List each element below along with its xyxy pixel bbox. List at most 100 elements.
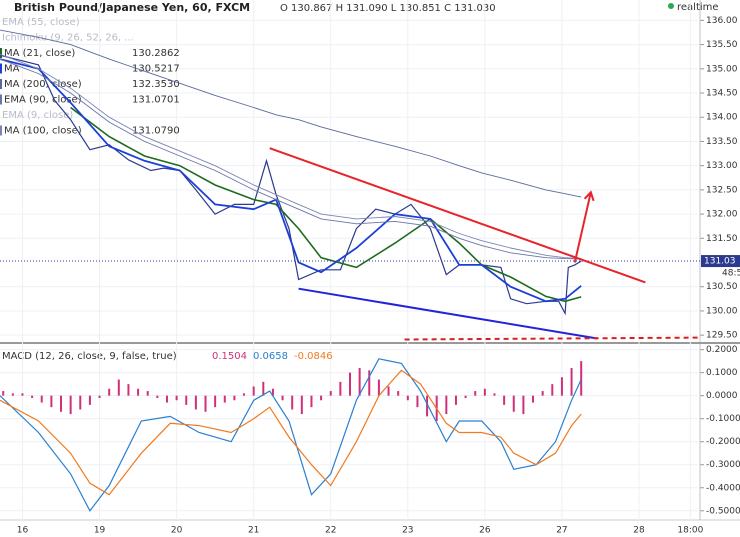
arrow-head: [583, 190, 595, 202]
countdown: 48:5: [722, 269, 740, 279]
arrow-shaft: [573, 192, 592, 263]
histogram-bar: [60, 395, 63, 412]
histogram-bar: [146, 391, 149, 396]
histogram-bar: [426, 395, 429, 417]
histogram-bar: [329, 391, 332, 396]
histogram-bar: [137, 388, 140, 396]
histogram-bar: [175, 395, 178, 401]
legend-name: EMA (90, close): [4, 95, 82, 106]
histogram-bar: [233, 395, 236, 401]
x-tick-label: 20: [171, 526, 183, 536]
y-tick-label: 132.00: [706, 210, 738, 220]
legend-hidden: EMA (55, close): [2, 17, 80, 28]
histogram-bar: [512, 395, 515, 412]
histogram-bar: [541, 391, 544, 396]
histogram-bar: [339, 381, 342, 396]
histogram-bar: [40, 395, 43, 403]
histogram-bar: [127, 384, 130, 396]
y-tick-label: -0.4000: [706, 483, 740, 493]
y-tick-label: 136.00: [706, 16, 738, 26]
histogram-bar: [291, 395, 294, 410]
histogram-bar: [551, 384, 554, 396]
y-tick-label: 132.50: [706, 185, 738, 195]
status-dot: [668, 3, 674, 9]
legend-value: 0.1504: [212, 351, 247, 362]
legend-swatch: [0, 79, 2, 89]
histogram-bar: [310, 395, 313, 408]
indicator-line: [0, 29, 582, 198]
histogram-bar: [474, 391, 477, 396]
histogram-bar: [252, 386, 255, 396]
x-tick-label: 26: [479, 526, 491, 536]
histogram-bar: [570, 368, 573, 396]
trendline: [298, 287, 598, 340]
legend-name: MA (200, close): [4, 79, 82, 90]
histogram-bar: [98, 395, 101, 398]
y-tick-label: -0.5000: [706, 506, 740, 516]
histogram-bar: [69, 395, 72, 415]
legend-name: MA: [4, 64, 20, 75]
histogram-bar: [416, 395, 419, 408]
histogram-bar: [31, 395, 34, 398]
legend-value: 0.0658: [253, 351, 288, 362]
histogram-bar: [117, 379, 120, 396]
histogram-bar: [281, 395, 284, 401]
indicator-line: [0, 58, 582, 260]
y-tick-label: 130.00: [706, 306, 738, 316]
y-tick-label: 134.00: [706, 113, 738, 123]
ohlc: O 130.867 H 131.090 L 130.851 C 131.030: [280, 3, 496, 14]
y-tick-label: 134.50: [706, 89, 738, 99]
y-tick-label: -0.3000: [706, 460, 740, 470]
histogram-bar: [214, 395, 217, 408]
histogram-bar: [156, 395, 159, 398]
status: realtime: [677, 2, 719, 13]
histogram-bar: [185, 395, 188, 405]
histogram-bar: [445, 395, 448, 415]
histogram-bar: [21, 393, 24, 396]
legend-hidden: EMA (9, close): [2, 110, 73, 121]
legend-name: MA (21, close): [4, 48, 75, 59]
histogram-bar: [262, 381, 265, 396]
x-tick-label: 19: [94, 526, 106, 536]
histogram-bar: [454, 395, 457, 405]
histogram-bar: [580, 361, 583, 396]
histogram-bar: [358, 368, 361, 396]
macd-line: [0, 358, 582, 512]
y-tick-label: 0.1000: [706, 368, 738, 378]
legend-swatch: [0, 125, 2, 136]
x-tick-label: 16: [17, 526, 29, 536]
y-tick-label: 135.00: [706, 64, 738, 74]
macd-legend: MACD (12, 26, close, 9, false, true): [2, 351, 177, 362]
chart-title: British Pound/Japanese Yen, 60, FXCM: [14, 1, 250, 14]
legend-value: -0.0846: [294, 351, 333, 362]
histogram-bar: [194, 395, 197, 410]
y-tick-label: 135.50: [706, 40, 738, 50]
histogram-bar: [243, 393, 246, 396]
histogram-bar: [271, 388, 274, 396]
macd-line: [0, 369, 582, 496]
indicator-line: [0, 58, 582, 303]
last-price-box: [701, 255, 740, 268]
histogram-bar: [223, 395, 226, 403]
histogram-bar: [320, 395, 323, 401]
y-tick-label: 133.50: [706, 137, 738, 147]
histogram-bar: [300, 395, 303, 415]
x-tick-label: 21: [248, 526, 259, 536]
legend-value: 131.0701: [132, 95, 180, 106]
y-tick-label: -0.2000: [706, 437, 740, 447]
trendline: [404, 336, 701, 341]
histogram-bar: [377, 379, 380, 396]
histogram-bar: [204, 395, 207, 412]
histogram-bar: [464, 395, 467, 398]
histogram-bar: [11, 393, 14, 396]
histogram-bar: [387, 386, 390, 396]
x-tick-label: 22: [325, 526, 336, 536]
histogram-bar: [368, 370, 371, 396]
indicator-line: [0, 53, 582, 260]
histogram-bar: [79, 395, 82, 410]
legend-value: 130.2862: [132, 48, 180, 59]
trendline: [269, 147, 646, 284]
